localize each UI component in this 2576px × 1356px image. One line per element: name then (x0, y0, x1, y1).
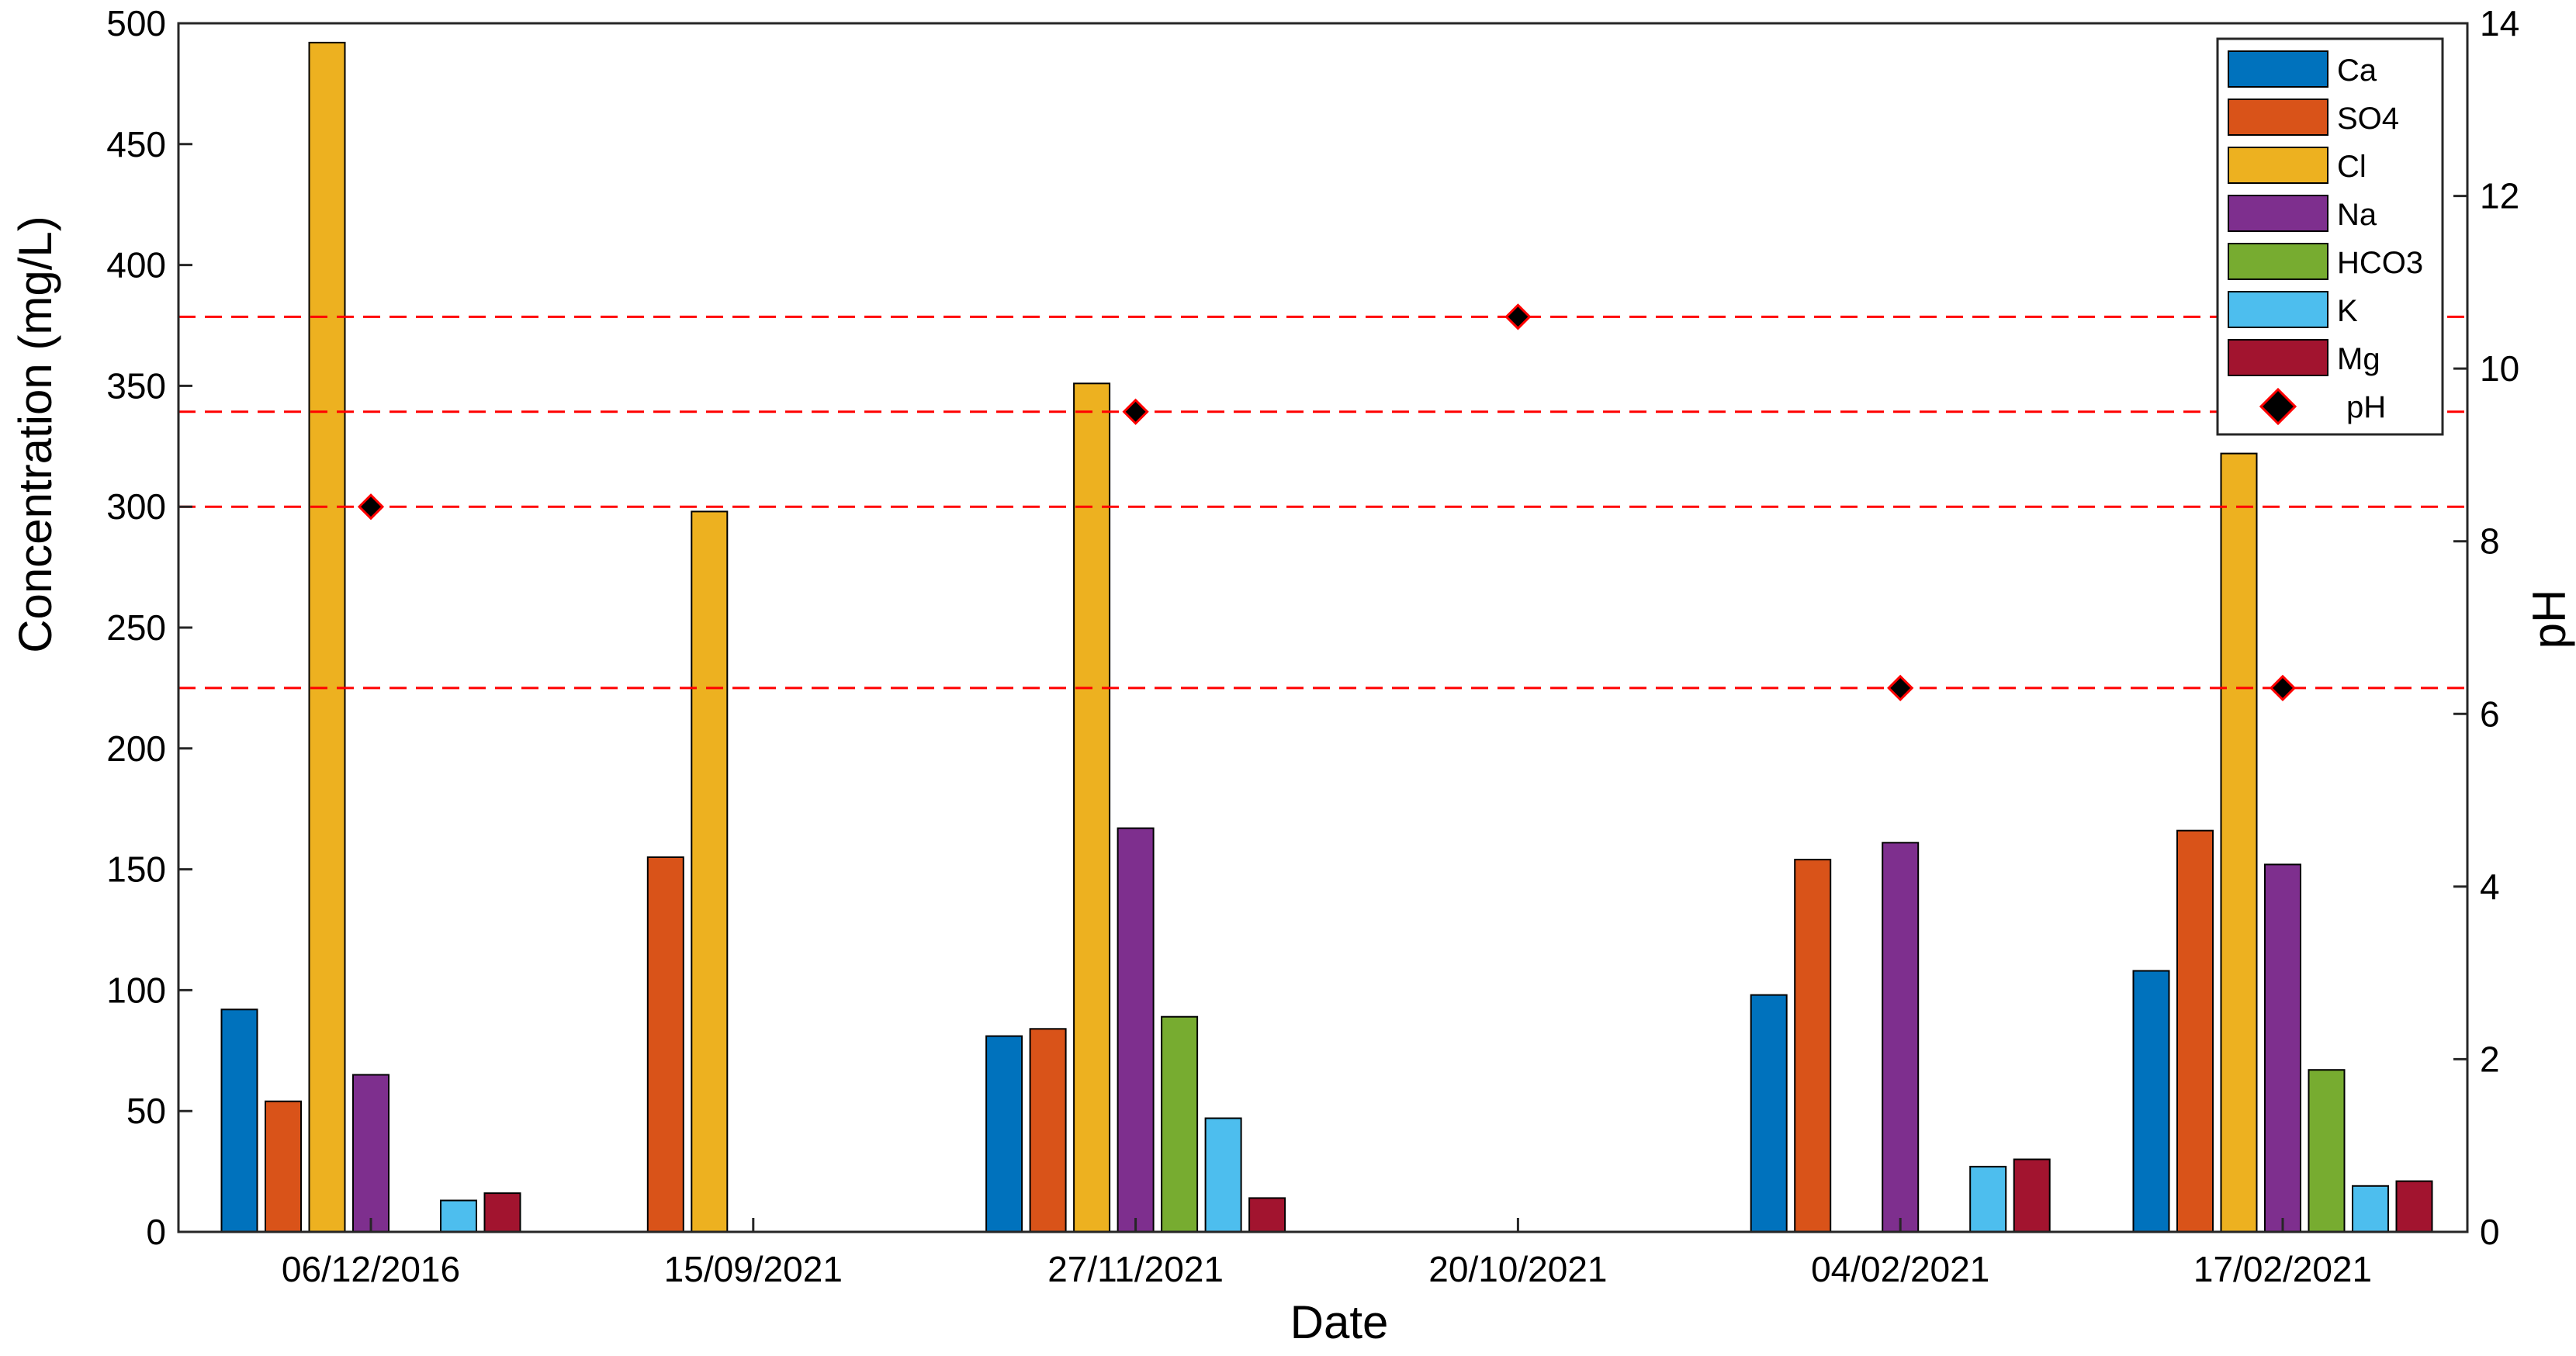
plot-area (178, 23, 2467, 1232)
y-axis-title: Concentration (mg/L) (9, 216, 61, 653)
bar-mg-4 (2013, 1158, 2051, 1233)
bar-k-2 (1204, 1117, 1242, 1233)
legend: Ca SO4 Cl Na HCO3 K Mg pH (2216, 37, 2444, 436)
bar-ca-2 (985, 1035, 1023, 1233)
y2-axis-title: pH (2523, 590, 2575, 649)
legend-label-hco3: HCO3 (2337, 246, 2423, 280)
bar-so4-4 (1794, 859, 1832, 1233)
y2-tick-label: 2 (2480, 1039, 2500, 1079)
x-tick-label: 20/10/2021 (1428, 1249, 1607, 1289)
y-tick-label: 400 (106, 245, 166, 285)
y2-tick-label: 4 (2480, 867, 2500, 907)
y-tick-label: 450 (106, 124, 166, 164)
bar-so4-5 (2176, 829, 2214, 1233)
bar-ca-5 (2132, 970, 2170, 1233)
y-tick-label: 150 (106, 849, 166, 890)
legend-swatch-hco3 (2228, 243, 2328, 280)
x-tick-label: 27/11/2021 (1047, 1249, 1224, 1289)
y-tick-label: 300 (106, 486, 166, 527)
x-tick-label: 04/02/2021 (1811, 1249, 1989, 1289)
bar-so4-2 (1029, 1028, 1067, 1233)
x-tick-label: 17/02/2021 (2193, 1249, 2372, 1289)
bar-k-0 (440, 1199, 477, 1233)
x-tick-label: 06/12/2016 (282, 1249, 460, 1289)
y-tick-label: 200 (106, 728, 166, 769)
y-tick-label: 50 (126, 1091, 166, 1131)
y-axis-left: 0 50 100 150 200 250 300 350 400 450 500 (106, 3, 192, 1252)
bar-hco3-2 (1161, 1015, 1199, 1233)
legend-label-ca: Ca (2337, 54, 2377, 88)
y-axis-right: 0 2 4 6 8 10 12 14 (2453, 3, 2519, 1252)
bar-so4-1 (646, 856, 684, 1233)
y2-tick-label: 8 (2480, 521, 2500, 562)
ph-marker-3 (1504, 303, 1532, 330)
bar-na-0 (352, 1074, 390, 1233)
bar-mg-2 (1248, 1197, 1286, 1233)
bar-so4-0 (265, 1100, 302, 1233)
y2-tick-label: 12 (2480, 176, 2519, 216)
bar-k-4 (1969, 1165, 2007, 1233)
y-tick-label: 500 (106, 3, 166, 43)
bar-cl-5 (2220, 452, 2258, 1233)
legend-label-mg: Mg (2337, 342, 2380, 376)
y2-tick-label: 14 (2480, 3, 2519, 43)
bar-cl-1 (691, 510, 729, 1233)
bar-cl-2 (1073, 382, 1111, 1233)
y-tick-label: 250 (106, 607, 166, 648)
legend-swatch-so4 (2228, 99, 2328, 136)
y-tick-label: 0 (146, 1212, 166, 1252)
reference-lines-layer (178, 315, 2467, 690)
legend-swatch-ca (2228, 50, 2328, 88)
x-axis: 06/12/2016 15/09/2021 27/11/2021 20/10/2021… (282, 1218, 2372, 1289)
bars-layer (220, 41, 2433, 1233)
y2-tick-label: 0 (2480, 1212, 2500, 1252)
x-tick-label: 15/09/2021 (664, 1249, 843, 1289)
bar-ca-0 (220, 1008, 258, 1233)
ph-marker-4 (1887, 674, 1914, 702)
ph-markers-layer (357, 303, 2297, 702)
bar-cl-0 (308, 41, 346, 1233)
y2-tick-label: 10 (2480, 348, 2519, 389)
bar-ca-4 (1750, 994, 1788, 1233)
bar-na-2 (1117, 827, 1155, 1233)
legend-swatch-mg (2228, 339, 2328, 376)
legend-label-k: K (2337, 294, 2358, 328)
legend-label-na: Na (2337, 198, 2377, 232)
ph-marker-2 (1122, 398, 1149, 425)
legend-swatch-na (2228, 195, 2328, 232)
legend-swatch-k (2228, 291, 2328, 328)
bar-na-4 (1882, 842, 1920, 1233)
y-tick-label: 350 (106, 365, 166, 406)
bar-k-5 (2352, 1185, 2389, 1233)
bar-mg-0 (483, 1192, 521, 1233)
ph-marker-0 (357, 493, 385, 521)
bar-mg-5 (2395, 1180, 2433, 1233)
x-axis-title: Date (1290, 1296, 1389, 1348)
legend-label-cl: Cl (2337, 150, 2367, 184)
legend-swatch-cl (2228, 147, 2328, 184)
ph-marker-5 (2269, 674, 2297, 702)
legend-label-so4: SO4 (2337, 102, 2399, 136)
bar-hco3-5 (2308, 1069, 2346, 1233)
y-tick-label: 100 (106, 970, 166, 1010)
bar-na-5 (2264, 863, 2301, 1233)
y2-tick-label: 6 (2480, 694, 2500, 734)
legend-marker-ph (2259, 387, 2297, 426)
legend-label-ph: pH (2346, 390, 2386, 424)
